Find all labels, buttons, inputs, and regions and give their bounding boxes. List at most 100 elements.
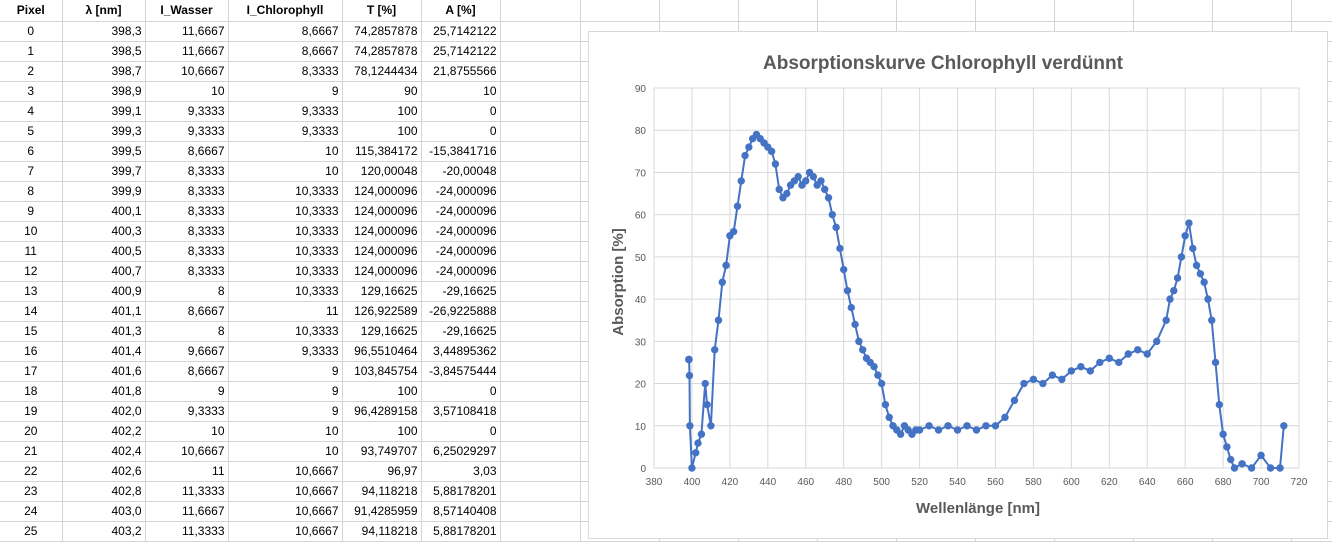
table-cell[interactable]: 0	[0, 21, 63, 42]
table-cell[interactable]: 398,3	[62, 21, 146, 42]
table-cell[interactable]: 8,3333	[145, 261, 229, 282]
table-cell[interactable]: 78,1244434	[342, 61, 422, 82]
table-cell[interactable]: 9	[0, 201, 63, 222]
table-cell[interactable]: 4	[0, 101, 63, 122]
table-cell[interactable]: 11,6667	[145, 21, 229, 42]
table-cell[interactable]: 10,3333	[228, 201, 343, 222]
table-cell[interactable]: 8,3333	[145, 241, 229, 262]
table-cell[interactable]: 403,2	[62, 521, 146, 542]
table-cell[interactable]: 10,6667	[228, 521, 343, 542]
table-cell[interactable]: 96,97	[342, 461, 422, 482]
table-cell[interactable]: 93,749707	[342, 441, 422, 462]
table-cell[interactable]: 20	[0, 421, 63, 442]
table-cell[interactable]: 5,88178201	[421, 481, 501, 502]
table-cell[interactable]: 401,4	[62, 341, 146, 362]
table-cell[interactable]: 10,3333	[228, 181, 343, 202]
table-cell[interactable]: 10	[145, 421, 229, 442]
table-cell[interactable]: 402,8	[62, 481, 146, 502]
table-cell[interactable]: 10	[228, 441, 343, 462]
table-cell[interactable]: 9	[228, 401, 343, 422]
table-cell[interactable]: 11,6667	[145, 501, 229, 522]
table-cell[interactable]: 8,3333	[145, 221, 229, 242]
table-cell[interactable]: 19	[0, 401, 63, 422]
table-cell[interactable]: 0	[421, 381, 501, 402]
table-cell[interactable]: 94,118218	[342, 481, 422, 502]
table-cell[interactable]: 10,3333	[228, 221, 343, 242]
table-cell[interactable]: 16	[0, 341, 63, 362]
table-cell[interactable]: 103,845754	[342, 361, 422, 382]
chart-area[interactable]: Absorptionskurve Chlorophyll verdünnt 0 1…	[588, 31, 1328, 539]
table-cell[interactable]: 8,3333	[145, 181, 229, 202]
table-cell[interactable]: 90	[342, 81, 422, 102]
table-cell[interactable]: 124,000096	[342, 201, 422, 222]
table-cell[interactable]: 120,00048	[342, 161, 422, 182]
table-cell[interactable]: 10,3333	[228, 321, 343, 342]
table-cell[interactable]: 8	[0, 181, 63, 202]
table-cell[interactable]: 5	[0, 121, 63, 142]
table-cell[interactable]: 8,3333	[228, 61, 343, 82]
header-i-wasser[interactable]: I_Wasser	[145, 0, 229, 22]
table-cell[interactable]: 17	[0, 361, 63, 382]
header-pixel[interactable]: Pixel	[0, 0, 63, 22]
table-cell[interactable]: 401,8	[62, 381, 146, 402]
table-cell[interactable]: 10	[145, 81, 229, 102]
table-cell[interactable]: 21,8755566	[421, 61, 501, 82]
table-cell[interactable]: 15	[0, 321, 63, 342]
table-cell[interactable]: 100	[342, 121, 422, 142]
table-cell[interactable]: -20,00048	[421, 161, 501, 182]
table-cell[interactable]: 25	[0, 521, 63, 542]
table-cell[interactable]: 100	[342, 421, 422, 442]
table-cell[interactable]: 398,9	[62, 81, 146, 102]
table-cell[interactable]: 400,9	[62, 281, 146, 302]
table-cell[interactable]: -26,9225888	[421, 301, 501, 322]
table-cell[interactable]: 0	[421, 101, 501, 122]
table-cell[interactable]: 9	[228, 361, 343, 382]
table-cell[interactable]: 10,6667	[145, 441, 229, 462]
table-cell[interactable]: 8,6667	[145, 361, 229, 382]
table-cell[interactable]: 399,5	[62, 141, 146, 162]
table-cell[interactable]: -24,000096	[421, 241, 501, 262]
table-cell[interactable]: 8	[145, 321, 229, 342]
table-cell[interactable]: 126,922589	[342, 301, 422, 322]
table-cell[interactable]: 21	[0, 441, 63, 462]
table-cell[interactable]: 24	[0, 501, 63, 522]
table-cell[interactable]: 0	[421, 121, 501, 142]
table-cell[interactable]: 10	[228, 161, 343, 182]
table-cell[interactable]: 8,6667	[145, 141, 229, 162]
table-cell[interactable]: 401,6	[62, 361, 146, 382]
table-cell[interactable]: 115,384172	[342, 141, 422, 162]
table-cell[interactable]: 10,6667	[228, 501, 343, 522]
table-cell[interactable]: 398,7	[62, 61, 146, 82]
table-cell[interactable]: 8,3333	[145, 161, 229, 182]
table-cell[interactable]: -24,000096	[421, 221, 501, 242]
table-cell[interactable]: 124,000096	[342, 241, 422, 262]
table-cell[interactable]: -29,16625	[421, 281, 501, 302]
table-cell[interactable]: 96,5510464	[342, 341, 422, 362]
table-cell[interactable]: -29,16625	[421, 321, 501, 342]
table-cell[interactable]: 6	[0, 141, 63, 162]
table-cell[interactable]: 100	[342, 101, 422, 122]
table-cell[interactable]: 8	[145, 281, 229, 302]
table-cell[interactable]: 2	[0, 61, 63, 82]
table-cell[interactable]: 22	[0, 461, 63, 482]
table-cell[interactable]: 23	[0, 481, 63, 502]
table-cell[interactable]: 11,6667	[145, 41, 229, 62]
table-cell[interactable]: 8,3333	[145, 201, 229, 222]
table-cell[interactable]: 402,0	[62, 401, 146, 422]
table-cell[interactable]: 100	[342, 381, 422, 402]
table-cell[interactable]: 3,44895362	[421, 341, 501, 362]
table-cell[interactable]: 8,6667	[228, 21, 343, 42]
table-cell[interactable]: 402,4	[62, 441, 146, 462]
table-cell[interactable]: 9,6667	[145, 341, 229, 362]
table-cell[interactable]: 9,3333	[228, 121, 343, 142]
table-cell[interactable]: -24,000096	[421, 261, 501, 282]
table-cell[interactable]: 10,6667	[228, 481, 343, 502]
header-a[interactable]: A [%]	[421, 0, 501, 22]
table-cell[interactable]: 14	[0, 301, 63, 322]
table-cell[interactable]: 400,1	[62, 201, 146, 222]
table-cell[interactable]: 399,7	[62, 161, 146, 182]
table-cell[interactable]: -3,84575444	[421, 361, 501, 382]
table-cell[interactable]: 9,3333	[145, 101, 229, 122]
table-cell[interactable]: 9	[228, 381, 343, 402]
table-cell[interactable]: 25,7142122	[421, 41, 501, 62]
